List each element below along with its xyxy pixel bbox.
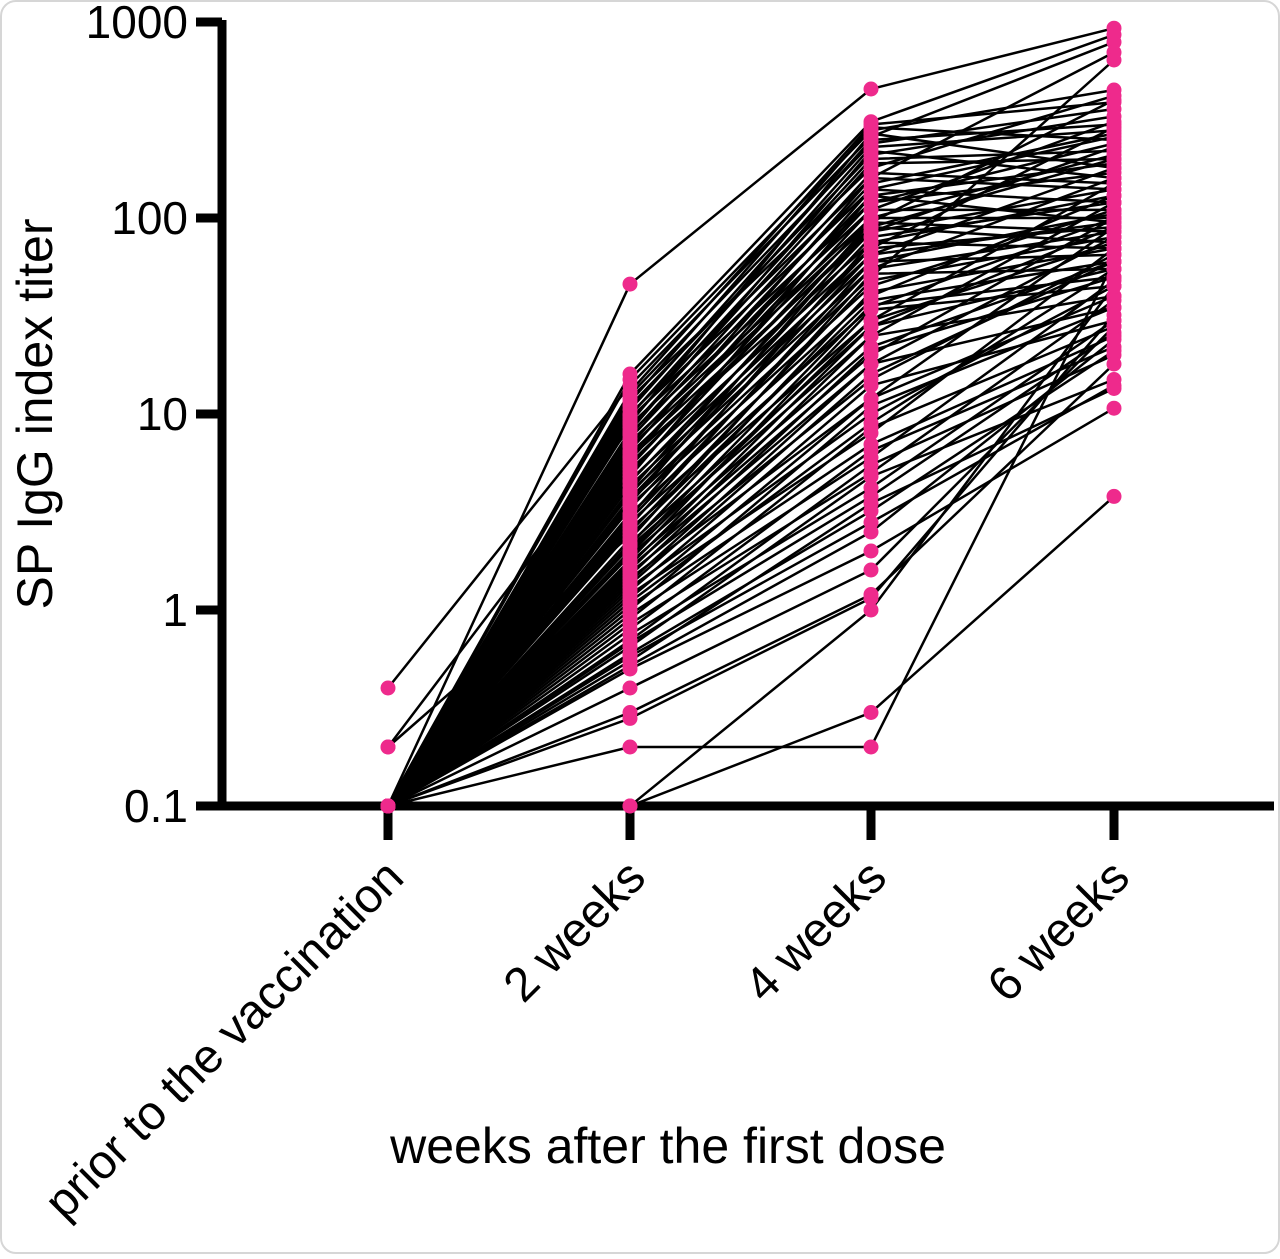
- subject-lines: [386, 26, 1116, 808]
- data-point: [1106, 292, 1122, 308]
- data-point: [863, 602, 879, 618]
- subject-line: [387, 260, 1115, 807]
- subject-line: [386, 33, 1115, 807]
- data-point: [1106, 34, 1122, 50]
- subject-line: [387, 345, 1115, 808]
- data-point: [863, 81, 879, 97]
- subject-line: [386, 88, 1115, 807]
- data-point: [863, 469, 879, 484]
- y-tick-label: 1: [162, 584, 188, 636]
- data-point: [863, 143, 879, 159]
- data-point: [1106, 343, 1122, 359]
- data-point: [622, 276, 638, 292]
- data-point: [1106, 318, 1122, 334]
- data-point: [863, 543, 879, 559]
- data-point: [863, 457, 879, 473]
- data-point: [622, 710, 638, 726]
- data-point: [863, 366, 879, 382]
- subject-line: [387, 384, 1115, 808]
- data-point: [863, 398, 879, 414]
- data-point: [1106, 254, 1122, 269]
- data-point: [1106, 240, 1122, 256]
- data-point: [863, 170, 879, 186]
- data-point: [863, 284, 879, 300]
- data-point: [1106, 400, 1122, 416]
- x-tick-label: 4 weeks: [735, 850, 897, 1012]
- data-point: [1106, 119, 1122, 135]
- data-point: [622, 661, 638, 677]
- subject-line: [387, 221, 1115, 807]
- data-point: [1106, 278, 1122, 294]
- subject-line: [387, 338, 1115, 808]
- data-point: [1106, 195, 1122, 210]
- subject-line: [387, 334, 1115, 807]
- subject-line: [387, 299, 1115, 807]
- data-point: [1106, 139, 1122, 155]
- y-tick-label: 10: [137, 388, 188, 440]
- data-point: [863, 235, 879, 250]
- data-point: [863, 188, 879, 204]
- data-point: [1106, 332, 1122, 347]
- x-tick-label: 2 weeks: [494, 850, 656, 1012]
- data-point: [1106, 356, 1122, 372]
- data-point: [863, 302, 879, 318]
- subject-line: [387, 331, 1115, 808]
- data-point: [863, 705, 879, 720]
- data-point: [1106, 488, 1122, 504]
- y-tick-label: 1000: [86, 0, 188, 48]
- data-point: [622, 680, 638, 696]
- subject-line: [386, 26, 1115, 807]
- data-point: [863, 420, 879, 436]
- data-point: [380, 798, 396, 814]
- data-point: [863, 739, 879, 755]
- data-point: [863, 377, 879, 393]
- data-point: [622, 739, 638, 755]
- subject-line: [387, 378, 1115, 808]
- subject-line: [387, 267, 1115, 807]
- data-point: [380, 680, 396, 696]
- data-point: [1106, 176, 1122, 191]
- y-axis-title: SP IgG index titer: [7, 219, 63, 610]
- data-point: [863, 495, 879, 511]
- y-tick-label: 100: [111, 192, 188, 244]
- x-tick-label: prior to the vaccination: [35, 850, 414, 1229]
- x-axis-title: weeks after the first dose: [389, 1118, 946, 1174]
- subject-line: [387, 40, 1115, 689]
- subject-line: [387, 260, 1116, 808]
- data-point: [863, 254, 879, 269]
- data-point: [622, 798, 638, 814]
- subject-line: [387, 201, 1115, 807]
- subject-line: [387, 319, 1115, 807]
- subject-line: [387, 325, 1115, 807]
- data-point: [380, 739, 396, 755]
- data-point: [863, 562, 879, 578]
- data-point: [1106, 52, 1122, 68]
- data-point: [1106, 219, 1122, 235]
- y-tick-labels: 1000 100 10 1 0.1: [86, 0, 188, 832]
- subject-line: [387, 279, 1115, 807]
- data-point: [863, 524, 879, 540]
- subject-line: [387, 306, 1115, 807]
- data-point: [863, 219, 879, 235]
- y-tick-label: 0.1: [124, 780, 188, 832]
- data-point: [1106, 381, 1122, 396]
- data-point: [863, 328, 879, 344]
- subject-line: [387, 314, 1115, 808]
- data-point: [1106, 92, 1122, 108]
- data-point: [863, 126, 879, 141]
- data-point: [1106, 307, 1122, 323]
- subject-points: [380, 20, 1122, 814]
- data-point: [863, 343, 879, 359]
- subject-line: [388, 495, 1115, 808]
- data-point: [863, 590, 879, 606]
- data-point: [863, 266, 879, 282]
- x-tick-label: 6 weeks: [978, 850, 1140, 1012]
- subject-line: [387, 363, 1115, 808]
- data-point: [863, 443, 879, 459]
